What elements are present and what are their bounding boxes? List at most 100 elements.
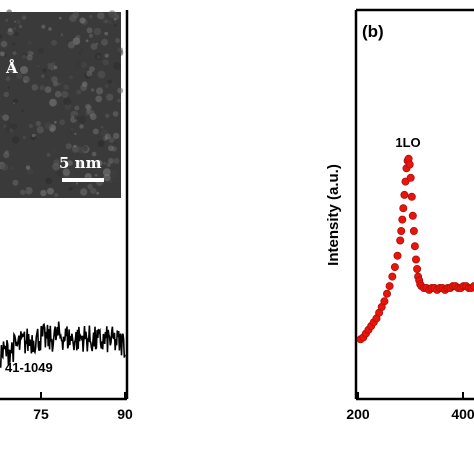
tem-speckle bbox=[57, 82, 61, 86]
tem-speckle bbox=[26, 168, 34, 175]
tem-speckle bbox=[72, 170, 81, 178]
data-point bbox=[399, 204, 408, 213]
tem-speckle bbox=[96, 87, 104, 95]
tem-speckle bbox=[90, 187, 97, 194]
tem-speckle bbox=[6, 9, 13, 16]
tem-speckle bbox=[73, 144, 77, 148]
tem-speckle bbox=[97, 12, 105, 20]
tem-speckle bbox=[77, 146, 85, 154]
tem-speckle bbox=[3, 91, 9, 98]
raman-series bbox=[356, 154, 474, 344]
tem-speckle bbox=[97, 140, 105, 148]
tem-speckle bbox=[69, 14, 77, 22]
tem-speckle bbox=[87, 183, 93, 190]
x-tick-label-b-400: 400 bbox=[451, 406, 474, 422]
tem-speckle bbox=[86, 70, 93, 77]
tem-speckle bbox=[97, 70, 106, 79]
tem-speckle bbox=[53, 120, 57, 124]
tem-speckle bbox=[67, 160, 73, 166]
tem-speckle bbox=[41, 24, 46, 29]
tem-speckle bbox=[13, 27, 16, 30]
tem-speckle bbox=[21, 109, 24, 112]
tem-speckle bbox=[52, 162, 60, 171]
tem-speckle bbox=[95, 95, 103, 103]
tem-speckle bbox=[71, 186, 75, 190]
tem-speckle bbox=[48, 27, 52, 31]
tem-speckle bbox=[117, 87, 124, 94]
y-axis-title-b: Intensity (a.u.) bbox=[325, 164, 342, 266]
tem-speckle bbox=[110, 82, 117, 89]
tem-speckle bbox=[0, 181, 2, 186]
tem-speckle bbox=[53, 65, 58, 70]
tem-speckle bbox=[65, 143, 72, 150]
tem-speckle bbox=[95, 159, 103, 167]
tem-speckle bbox=[0, 40, 8, 48]
tem-speckle bbox=[89, 14, 93, 19]
tem-speckle bbox=[37, 64, 40, 68]
panel-b: 200 400 (b) Intensity (a.u.) 1LO bbox=[325, 8, 474, 422]
tem-speckle bbox=[102, 111, 105, 113]
tem-speckle bbox=[60, 80, 66, 86]
tem-speckle bbox=[44, 86, 52, 93]
tem-speckle bbox=[75, 89, 81, 95]
tem-speckle bbox=[79, 17, 86, 24]
tem-speckle bbox=[63, 84, 69, 90]
tem-speckle bbox=[25, 186, 33, 195]
tem-speckle bbox=[12, 51, 17, 56]
tem-speckle bbox=[20, 189, 26, 195]
tem-speckle bbox=[10, 166, 14, 171]
tem-speckle bbox=[12, 179, 19, 186]
tem-speckle bbox=[0, 115, 3, 118]
tem-inset: Å 5 nm bbox=[0, 9, 124, 198]
tem-speckle bbox=[91, 151, 97, 157]
tem-speckle bbox=[80, 171, 84, 174]
tem-speckle bbox=[82, 62, 88, 67]
tem-speckle bbox=[102, 59, 109, 66]
tem-speckle bbox=[62, 168, 70, 176]
tem-speckle bbox=[10, 123, 18, 130]
data-point bbox=[400, 190, 409, 199]
peak-label-1lo: 1LO bbox=[395, 135, 420, 150]
tem-speckle bbox=[107, 79, 112, 84]
panel-label-b: (b) bbox=[362, 22, 384, 41]
data-point bbox=[393, 251, 402, 260]
tem-speckle bbox=[16, 72, 23, 80]
tem-speckle bbox=[105, 84, 109, 88]
tem-speckle bbox=[0, 146, 3, 151]
tem-speckle bbox=[62, 32, 68, 39]
data-point bbox=[380, 297, 389, 306]
tem-speckle bbox=[61, 90, 69, 98]
tem-speckle bbox=[65, 128, 73, 137]
tem-speckle bbox=[108, 12, 116, 20]
data-point bbox=[406, 173, 415, 182]
tem-speckle bbox=[21, 54, 27, 60]
tem-speckle bbox=[104, 19, 108, 24]
data-point bbox=[397, 226, 406, 235]
tem-speckle bbox=[81, 81, 88, 87]
tem-speckle bbox=[115, 38, 120, 43]
panel-a: Å 5 nm 75 90 41-1049 bbox=[0, 9, 133, 422]
tem-speckle bbox=[5, 127, 11, 133]
tem-speckle bbox=[47, 187, 54, 195]
tem-speckle bbox=[78, 51, 83, 55]
tem-speckle bbox=[4, 121, 12, 130]
tem-speckle bbox=[45, 177, 53, 185]
tem-speckle bbox=[54, 90, 62, 98]
tem-speckle bbox=[73, 115, 79, 120]
tem-speckle bbox=[113, 24, 117, 27]
tem-speckle bbox=[56, 170, 63, 177]
data-point bbox=[407, 192, 416, 201]
tem-speckle bbox=[85, 103, 91, 110]
tem-speckle bbox=[59, 119, 66, 126]
data-point bbox=[382, 289, 391, 298]
tem-speckle bbox=[0, 34, 3, 39]
tem-speckle bbox=[20, 66, 28, 74]
data-point bbox=[396, 236, 405, 245]
tem-speckle bbox=[12, 42, 16, 46]
tem-speckle bbox=[113, 62, 121, 71]
data-point bbox=[409, 226, 418, 235]
tem-speckle bbox=[113, 158, 120, 164]
data-point bbox=[385, 282, 394, 291]
tem-speckle bbox=[78, 115, 86, 124]
tem-speckle bbox=[31, 84, 39, 91]
